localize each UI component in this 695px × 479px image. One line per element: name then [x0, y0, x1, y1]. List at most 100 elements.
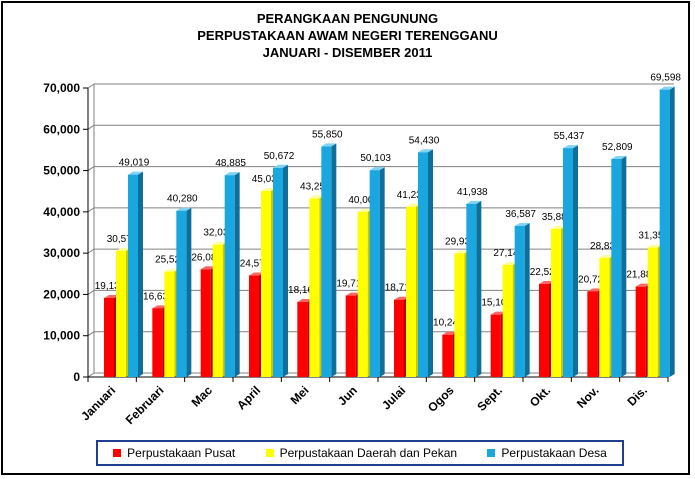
data-label: 20,723 — [578, 274, 609, 285]
data-label: 41,230 — [397, 190, 428, 201]
data-label: 16,636 — [143, 291, 174, 302]
x-tick-label: Jun — [335, 383, 360, 408]
bar-top — [321, 143, 337, 147]
data-label: 32,033 — [203, 228, 234, 239]
data-label: 19,715 — [336, 279, 367, 290]
bar-top — [599, 254, 615, 258]
bar — [490, 314, 501, 377]
data-label: 43,252 — [300, 181, 331, 192]
legend-item-pusat: Perpustakaan Pusat — [113, 446, 235, 460]
gridline-depth — [87, 290, 95, 295]
bar-top — [490, 311, 506, 315]
x-tick-label: Februari — [123, 383, 167, 427]
data-label: 36,587 — [505, 209, 536, 220]
bar — [647, 247, 658, 377]
bar-top — [394, 296, 409, 300]
bar — [394, 299, 404, 377]
y-tick-label: 10,000 — [43, 329, 80, 343]
bar-top — [659, 86, 675, 90]
legend-label-daerah: Perpustakaan Daerah dan Pekan — [279, 446, 458, 460]
bar — [418, 152, 428, 377]
bar-top — [563, 145, 578, 149]
bar — [104, 297, 114, 377]
data-label: 29,938 — [445, 236, 476, 247]
bar — [635, 286, 646, 377]
bar-top — [345, 292, 361, 296]
data-label: 28,838 — [590, 241, 621, 252]
data-label: 55,437 — [554, 131, 585, 142]
y-tick-label: 0 — [73, 370, 80, 384]
bar-top — [273, 164, 288, 168]
y-tick-label: 40,000 — [43, 205, 80, 219]
data-label: 69,598 — [650, 73, 681, 84]
x-tick-label: Nov. — [574, 383, 602, 411]
legend-swatch-desa — [487, 449, 496, 457]
title-line-3: JANUARI - DISEMBER 2011 — [262, 45, 433, 60]
title-line-1: PERANGKAAN PENGUNUNG — [256, 11, 439, 26]
data-label: 40,009 — [348, 195, 379, 206]
legend-label-desa: Perpustakaan Desa — [501, 446, 607, 460]
gridline-depth — [87, 331, 95, 337]
x-tick-label: April — [234, 383, 263, 412]
x-tick-label: Mac — [189, 383, 216, 410]
bar — [321, 146, 332, 377]
y-tick-label: 50,000 — [43, 164, 80, 178]
data-label: 50,103 — [360, 153, 391, 164]
bar — [309, 198, 320, 377]
x-tick-label: Dis. — [624, 383, 649, 408]
bar-top — [357, 208, 373, 212]
bar — [164, 271, 175, 377]
bar-top — [164, 268, 180, 272]
bar — [466, 203, 477, 377]
data-label: 19,139 — [95, 281, 126, 292]
bar — [273, 167, 283, 377]
bar-top — [406, 203, 421, 207]
data-label: 22,525 — [530, 267, 561, 278]
bar — [539, 284, 549, 377]
data-label: 27,142 — [493, 248, 524, 259]
bar-top — [466, 200, 482, 204]
bar-side — [669, 86, 675, 378]
bar-side — [234, 172, 240, 377]
data-label: 45,039 — [252, 174, 283, 185]
bar-top — [212, 241, 228, 245]
bar-top — [261, 188, 276, 192]
gridline-depth — [87, 207, 95, 213]
bar-top — [224, 172, 240, 176]
bar-top — [116, 247, 131, 251]
bar — [128, 174, 138, 377]
bar-top — [309, 195, 325, 199]
bar — [563, 148, 573, 377]
bar — [297, 302, 308, 377]
y-tick-label: 30,000 — [43, 246, 80, 260]
bar-top — [418, 149, 433, 153]
bar-side — [476, 200, 482, 377]
bar-top — [635, 283, 651, 287]
bar — [212, 244, 223, 377]
bar — [454, 253, 465, 377]
bar-top — [514, 222, 530, 226]
data-label: 26,087 — [191, 252, 222, 263]
bar — [357, 211, 368, 377]
legend: Perpustakaan Pusat Perpustakaan Daerah d… — [96, 440, 624, 466]
bar — [551, 228, 561, 377]
bar-top — [442, 331, 458, 335]
y-tick-label: 60,000 — [43, 122, 80, 136]
bar — [369, 170, 380, 377]
bar-top — [551, 225, 566, 229]
data-label: 41,938 — [457, 187, 488, 198]
data-label: 25,522 — [155, 255, 186, 266]
bar-top — [297, 299, 313, 303]
x-tick-label: Januari — [78, 383, 118, 423]
bar-side — [379, 167, 385, 377]
bar-side — [524, 222, 530, 377]
bar — [659, 89, 670, 378]
bar-top — [200, 266, 216, 270]
data-label: 54,430 — [409, 135, 440, 146]
bar — [611, 158, 622, 377]
chart-title: PERANGKAAN PENGUNUNG PERPUSTAKAAN AWAM N… — [0, 10, 695, 61]
data-label: 48,885 — [215, 158, 246, 169]
bar-top — [176, 207, 192, 211]
legend-label-pusat: Perpustakaan Pusat — [127, 446, 236, 460]
data-label: 35,886 — [542, 212, 573, 223]
